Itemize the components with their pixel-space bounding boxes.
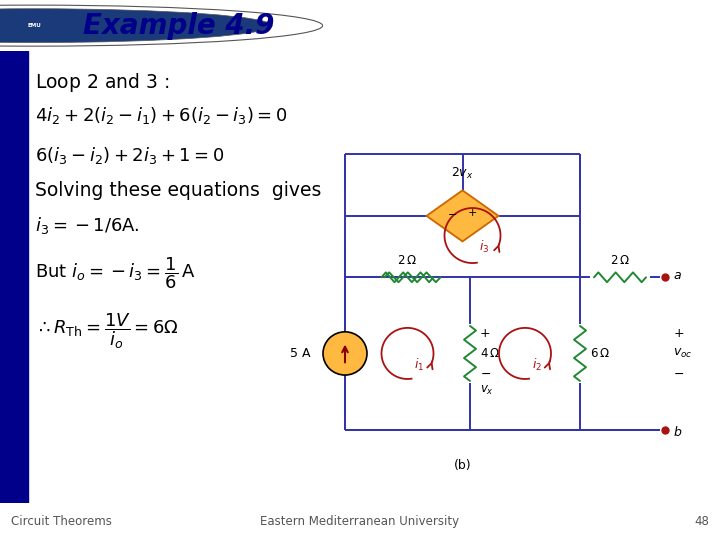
Circle shape (0, 9, 272, 43)
Bar (0, 51, 28, 503)
Text: Circuit Theorems: Circuit Theorems (11, 515, 112, 528)
Text: 5 A: 5 A (289, 347, 310, 360)
Text: 48: 48 (694, 515, 709, 528)
Text: $-$: $-$ (480, 367, 491, 380)
Text: Loop $2$ and $3$ :: Loop $2$ and $3$ : (35, 71, 169, 94)
Text: Eastern Mediterranean University: Eastern Mediterranean University (261, 515, 459, 528)
Text: But $i_o = -i_3 = \dfrac{1}{6}\,\mathrm{A}$: But $i_o = -i_3 = \dfrac{1}{6}\,\mathrm{… (35, 255, 195, 291)
Text: $v_x$: $v_x$ (480, 384, 494, 397)
Circle shape (323, 332, 367, 375)
Text: $i_3 = -1/6\mathrm{A}.$: $i_3 = -1/6\mathrm{A}.$ (35, 215, 140, 237)
Text: $v_{oc}$: $v_{oc}$ (673, 347, 693, 360)
Text: $i_2$: $i_2$ (532, 357, 542, 373)
Text: +: + (480, 327, 490, 340)
Polygon shape (426, 190, 498, 241)
Text: $6(i_3 - i_2) + 2i_3 + 1 = 0$: $6(i_3 - i_2) + 2i_3 + 1 = 0$ (35, 145, 225, 166)
Circle shape (0, 5, 323, 46)
Text: $i_1$: $i_1$ (415, 357, 425, 373)
Text: $2v_x$: $2v_x$ (451, 165, 474, 180)
Text: $6\,\Omega$: $6\,\Omega$ (590, 347, 610, 360)
Text: $b$: $b$ (673, 424, 683, 438)
Text: $4\,\Omega$: $4\,\Omega$ (480, 347, 500, 360)
Text: $2\,\Omega$: $2\,\Omega$ (397, 254, 418, 267)
Text: EMU: EMU (27, 23, 42, 28)
Text: $-$: $-$ (447, 208, 458, 218)
Text: Example 4.9: Example 4.9 (83, 12, 274, 39)
Text: $a$: $a$ (673, 269, 682, 282)
Text: $4i_2 + 2(i_2 - i_1) + 6(i_2 - i_3) = 0$: $4i_2 + 2(i_2 - i_1) + 6(i_2 - i_3) = 0$ (35, 105, 287, 126)
Text: $i_3$: $i_3$ (480, 239, 490, 255)
Text: $\therefore R_{\mathrm{Th}} = \dfrac{1V}{i_o} = 6\Omega$: $\therefore R_{\mathrm{Th}} = \dfrac{1V}… (35, 312, 179, 352)
Text: $2\,\Omega$: $2\,\Omega$ (610, 254, 630, 267)
Text: Solving these equations  gives: Solving these equations gives (35, 181, 321, 200)
Text: $+$: $+$ (467, 207, 477, 219)
Text: $-$: $-$ (673, 367, 684, 380)
Text: $+$: $+$ (673, 327, 684, 340)
Text: (b): (b) (454, 459, 472, 472)
